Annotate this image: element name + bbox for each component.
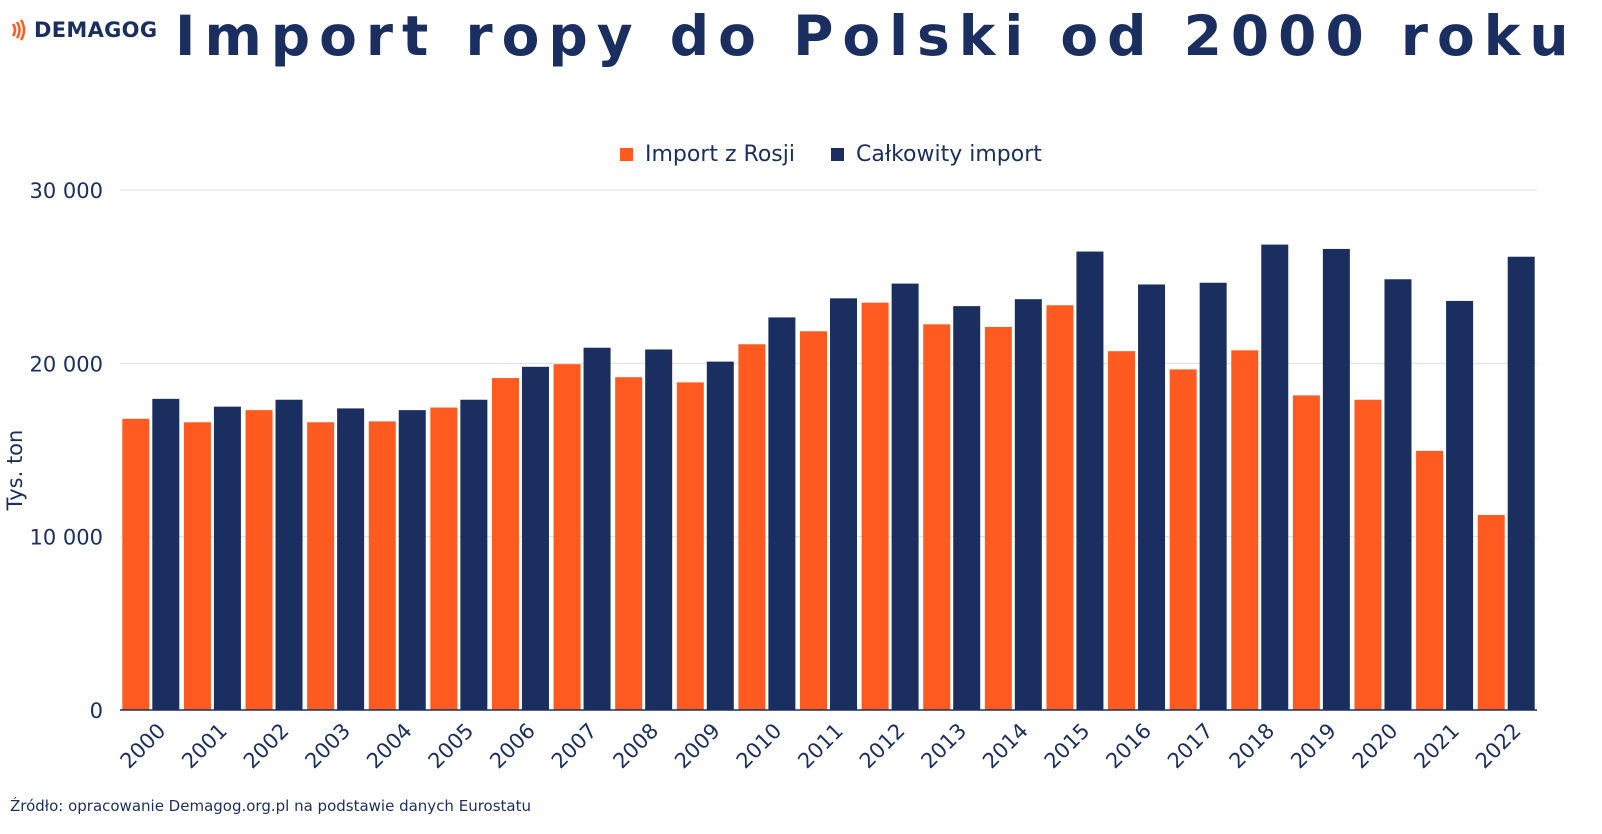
bar-total-import [1384,279,1412,710]
x-tick-label: 2014 [978,719,1033,774]
x-tick-label: 2015 [1040,719,1095,774]
bar-total-import [768,317,796,710]
bar-russia-import [1169,369,1197,710]
bar-total-import [1322,248,1350,710]
bar-total-import [1446,300,1474,710]
x-tick-label: 2007 [547,719,602,774]
bar-total-import [706,361,734,710]
demagog-logo[interactable]: DEMAGOG [10,18,157,42]
chart-legend: Import z Rosji Całkowity import [620,142,1042,167]
legend-item-russia: Import z Rosji [620,142,795,167]
x-tick-label: 2017 [1163,719,1218,774]
x-tick-label: 2010 [732,719,787,774]
chart-title: Import ropy do Polski od 2000 roku [175,4,1578,68]
bar-total-import [398,410,426,710]
x-tick-label: 2002 [239,719,294,774]
brand-name: DEMAGOG [34,18,158,42]
x-tick-label: 2000 [116,719,171,774]
bar-russia-import [861,302,889,710]
bar-russia-import [1108,351,1136,710]
x-tick-label: 2022 [1471,719,1526,774]
x-tick-label: 2012 [855,719,910,774]
bar-russia-import [183,422,211,710]
bar-russia-import [1292,395,1320,710]
x-tick-label: 2004 [362,719,417,774]
bar-russia-import [430,407,458,710]
signal-waves-icon [11,19,26,41]
bar-russia-import [368,421,396,710]
bar-russia-import [245,410,273,710]
bar-russia-import [307,422,335,710]
x-tick-label: 2008 [608,719,663,774]
bar-russia-import [923,324,951,710]
bar-total-import [1507,256,1535,710]
bar-russia-import [615,377,643,710]
y-tick-label: 20 000 [30,352,103,376]
bar-total-import [1261,244,1289,710]
bar-russia-import [122,418,150,710]
y-axis-label: Tys. ton [3,430,27,512]
x-tick-label: 2003 [300,719,355,774]
x-tick-label: 2005 [424,719,479,774]
y-tick-label: 10 000 [30,526,103,550]
bar-total-import [1014,299,1042,710]
y-tick-label: 30 000 [30,179,103,203]
bar-total-import [1138,284,1166,710]
bar-russia-import [984,326,1012,710]
bar-total-import [275,399,303,710]
x-tick-label: 2013 [916,719,971,774]
x-tick-label: 2001 [177,719,232,774]
bar-total-import [830,298,857,710]
x-tick-label: 2016 [1101,719,1156,774]
x-tick-label: 2020 [1348,719,1403,774]
bar-russia-import [800,331,827,710]
x-tick-label: 2019 [1286,719,1341,774]
legend-swatch-russia [620,148,633,161]
source-note: Źródło: opracowanie Demagog.org.pl na po… [10,797,531,815]
bar-russia-import [738,344,766,710]
bar-total-import [213,406,241,710]
bar-russia-import [1231,350,1259,710]
bar-russia-import [491,378,519,710]
bar-total-import [891,283,919,710]
bar-total-import [1199,282,1227,710]
bar-total-import [152,398,180,710]
bar-total-import [337,408,365,710]
bar-russia-import [676,382,704,710]
bar-total-import [583,347,611,710]
x-tick-label: 2006 [485,719,540,774]
bar-total-import [521,366,549,710]
legend-item-total: Całkowity import [831,142,1042,167]
x-tick-label: 2011 [793,719,848,774]
bar-russia-import [553,364,581,710]
bar-russia-import [1354,399,1382,710]
bar-russia-import [1416,450,1444,710]
bar-russia-import [1046,305,1074,710]
legend-label-total: Całkowity import [856,142,1042,167]
bar-total-import [1076,251,1104,711]
x-tick-label: 2018 [1225,719,1280,774]
bar-total-import [460,399,488,710]
x-tick-label: 2021 [1409,719,1464,774]
legend-label-russia: Import z Rosji [645,142,795,167]
y-tick-label: 0 [90,699,103,723]
bar-total-import [953,306,981,710]
legend-swatch-total [831,148,844,161]
bar-total-import [645,349,673,710]
bar-russia-import [1477,515,1505,710]
x-tick-label: 2009 [670,719,725,774]
